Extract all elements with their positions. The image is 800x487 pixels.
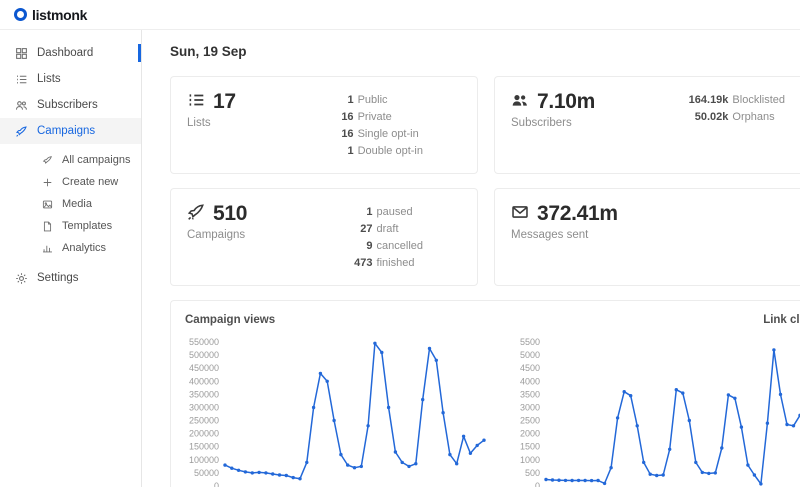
- sidebar-item-settings[interactable]: Settings: [0, 265, 141, 291]
- lists-big-icon: [187, 91, 205, 114]
- media-icon: [41, 198, 53, 210]
- svg-text:200000: 200000: [189, 429, 219, 439]
- link-clicks-title: Link clicks: [763, 314, 800, 326]
- svg-text:2500: 2500: [520, 416, 540, 426]
- stat-cards-grid: 17 Lists 1 Public 16 Private 16 Single opt-…: [170, 76, 800, 286]
- stat-card-messages: 372.41m Messages sent: [494, 188, 800, 286]
- sidebar-item-label: Dashboard: [37, 47, 94, 59]
- sidebar-item-lists[interactable]: Lists: [0, 66, 141, 92]
- svg-text:350000: 350000: [189, 389, 219, 399]
- subscribers-big-icon: [511, 91, 529, 114]
- svg-text:50000: 50000: [194, 468, 219, 478]
- sidebar-item-label: Create new: [62, 176, 119, 188]
- sidebar-item-label: Subscribers: [37, 99, 98, 111]
- svg-text:250000: 250000: [189, 416, 219, 426]
- link-clicks-chart: 0 500 1000 1500 2000 2500 3000 3500 4000 4500 5000…: [520, 337, 800, 487]
- subscribers-breakdown: 164.19k Blocklisted 50.02k Orphans: [688, 94, 785, 123]
- messages-envelope-icon: [511, 203, 529, 226]
- svg-text:500000: 500000: [189, 350, 219, 360]
- main-content: Sun, 19 Sep 17 Lists 1 Public 16 Private 1…: [142, 30, 800, 487]
- listmonk-logo-icon: [14, 8, 27, 21]
- lists-breakdown: 1 Public 16 Private 16 Single opt-in 1 Doubl…: [341, 94, 423, 157]
- subscribers-label: Subscribers: [511, 117, 572, 129]
- svg-text:4000: 4000: [520, 376, 540, 386]
- lists-count: 17: [213, 90, 236, 113]
- sidebar-item-templates[interactable]: Templates: [0, 215, 141, 237]
- svg-text:150000: 150000: [189, 442, 219, 452]
- sidebar-item-label: Campaigns: [37, 125, 96, 137]
- svg-text:500: 500: [525, 468, 540, 478]
- campaigns-subnav: All campaigns Create new Media Templates…: [0, 149, 141, 259]
- svg-text:3500: 3500: [520, 389, 540, 399]
- sidebar-item-label: Templates: [62, 220, 113, 232]
- top-bar: listmonk: [0, 0, 800, 30]
- campaigns-label: Campaigns: [187, 229, 246, 241]
- svg-text:2000: 2000: [520, 429, 540, 439]
- subscribers-icon: [14, 98, 28, 112]
- logo-text: listmonk: [32, 6, 88, 23]
- sidebar-item-all-campaigns[interactable]: All campaigns: [0, 149, 141, 171]
- settings-gear-icon: [14, 271, 28, 285]
- all-campaigns-icon: [41, 154, 53, 166]
- date-heading: Sun, 19 Sep: [170, 44, 247, 59]
- svg-text:1500: 1500: [520, 442, 540, 452]
- stat-card-subscribers: 7.10m Subscribers 164.19k Blocklisted 50.…: [494, 76, 800, 174]
- sidebar-item-media[interactable]: Media: [0, 193, 141, 215]
- subscribers-count: 7.10m: [537, 90, 596, 113]
- campaigns-big-icon: [187, 203, 205, 226]
- svg-text:300000: 300000: [189, 402, 219, 412]
- analytics-icon: [41, 242, 53, 254]
- svg-text:450000: 450000: [189, 363, 219, 373]
- svg-text:0: 0: [214, 481, 219, 487]
- sidebar-item-analytics[interactable]: Analytics: [0, 237, 141, 259]
- sidebar-item-label: Media: [62, 198, 92, 210]
- campaigns-breakdown: 1 paused 27 draft 9 cancelled 473 finished: [354, 206, 423, 269]
- svg-text:4500: 4500: [520, 363, 540, 373]
- svg-text:5500: 5500: [520, 337, 540, 347]
- lists-icon: [14, 72, 28, 86]
- svg-text:550000: 550000: [189, 337, 219, 347]
- sidebar-item-create-new[interactable]: Create new: [0, 171, 141, 193]
- campaign-views-chart: 0 50000 100000 150000 200000 250000 300000 3500…: [189, 337, 486, 487]
- svg-text:0: 0: [535, 481, 540, 487]
- templates-icon: [41, 220, 53, 232]
- sidebar-item-dashboard[interactable]: Dashboard: [0, 40, 141, 66]
- sidebar-item-label: Lists: [37, 73, 61, 85]
- stat-card-lists: 17 Lists 1 Public 16 Private 16 Single opt-…: [170, 76, 478, 174]
- campaigns-icon: [14, 124, 28, 138]
- svg-text:100000: 100000: [189, 455, 219, 465]
- sidebar-item-campaigns[interactable]: Campaigns: [0, 118, 141, 144]
- sidebar-item-subscribers[interactable]: Subscribers: [0, 92, 141, 118]
- dashboard-icon: [14, 46, 28, 60]
- plus-icon: [41, 176, 53, 188]
- stat-card-campaigns: 510 Campaigns 1 paused 27 draft 9 cancelled…: [170, 188, 478, 286]
- campaigns-count: 510: [213, 202, 248, 225]
- sidebar-item-label: Analytics: [62, 242, 107, 254]
- messages-label: Messages sent: [511, 229, 589, 241]
- lists-label: Lists: [187, 117, 211, 129]
- svg-text:1000: 1000: [520, 455, 540, 465]
- charts-card: Campaign views Link clicks 0500001000001…: [170, 300, 800, 487]
- sidebar: Dashboard Lists Subscribers Campaigns Al…: [0, 30, 142, 487]
- messages-count: 372.41m: [537, 202, 618, 225]
- svg-text:5000: 5000: [520, 350, 540, 360]
- sidebar-item-label: Settings: [37, 272, 79, 284]
- listmonk-logo[interactable]: listmonk: [14, 7, 87, 23]
- svg-text:400000: 400000: [189, 376, 219, 386]
- sidebar-item-label: All campaigns: [62, 154, 131, 166]
- campaign-views-title: Campaign views: [185, 314, 276, 326]
- svg-text:3000: 3000: [520, 402, 540, 412]
